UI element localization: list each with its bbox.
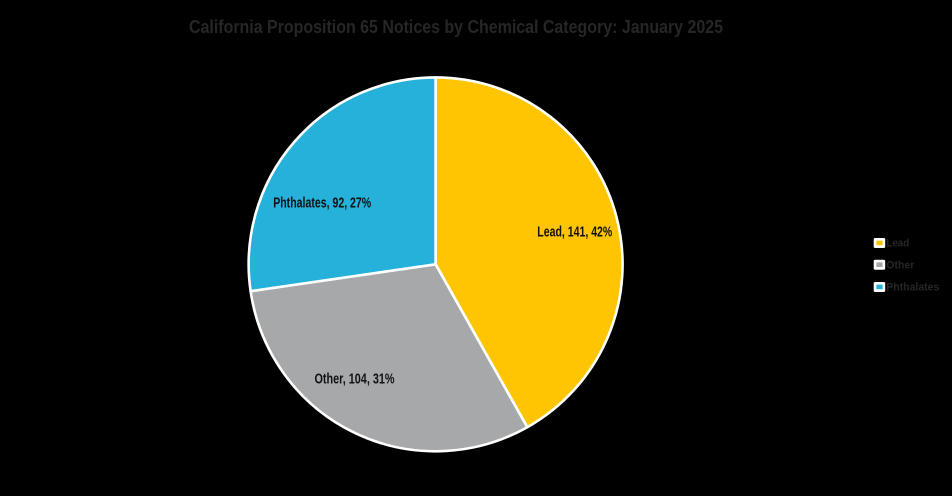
svg-text:Phthalates, 92, 27%: Phthalates, 92, 27% [273,196,371,212]
svg-text:Other, 104, 31%: Other, 104, 31% [315,371,395,387]
svg-text:Other: Other [886,259,915,271]
svg-text:California Proposition 65 Noti: California Proposition 65 Notices by Che… [189,17,723,37]
svg-text:Phthalates: Phthalates [886,282,939,294]
svg-text:Lead, 141, 42%: Lead, 141, 42% [537,224,612,240]
svg-text:Lead: Lead [886,238,909,250]
